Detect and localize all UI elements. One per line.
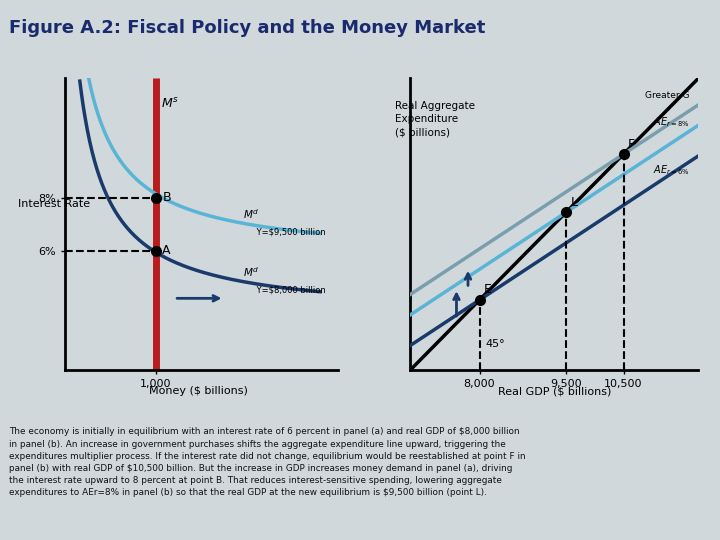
Text: B: B xyxy=(163,191,171,204)
Text: Greater G: Greater G xyxy=(645,91,690,100)
Text: $M^d$: $M^d$ xyxy=(243,207,259,220)
Text: The economy is initially in equilibrium with an interest rate of 6 percent in pa: The economy is initially in equilibrium … xyxy=(9,427,526,497)
Text: $AE_{r=6\%}$: $AE_{r=6\%}$ xyxy=(653,163,690,177)
Text: Y=$9,500 billion: Y=$9,500 billion xyxy=(253,227,325,236)
Text: 45°: 45° xyxy=(485,339,505,349)
Text: A: A xyxy=(163,244,171,257)
Text: Money ($ billions): Money ($ billions) xyxy=(148,387,248,396)
Text: F: F xyxy=(628,138,635,151)
Text: Y=$8,000 billion: Y=$8,000 billion xyxy=(253,286,325,294)
Text: Figure A.2: Fiscal Policy and the Money Market: Figure A.2: Fiscal Policy and the Money … xyxy=(9,19,485,37)
Text: Real GDP ($ billions): Real GDP ($ billions) xyxy=(498,387,611,396)
Text: E: E xyxy=(484,284,492,296)
Text: L: L xyxy=(570,196,577,209)
Text: $M^s$: $M^s$ xyxy=(161,97,179,111)
Text: Interest Rate: Interest Rate xyxy=(18,199,90,208)
Text: $M^d$: $M^d$ xyxy=(243,265,259,279)
Text: Real Aggregate
Expenditure
($ billions): Real Aggregate Expenditure ($ billions) xyxy=(395,101,474,137)
Text: $AE_{r=8\%}$: $AE_{r=8\%}$ xyxy=(653,116,690,129)
